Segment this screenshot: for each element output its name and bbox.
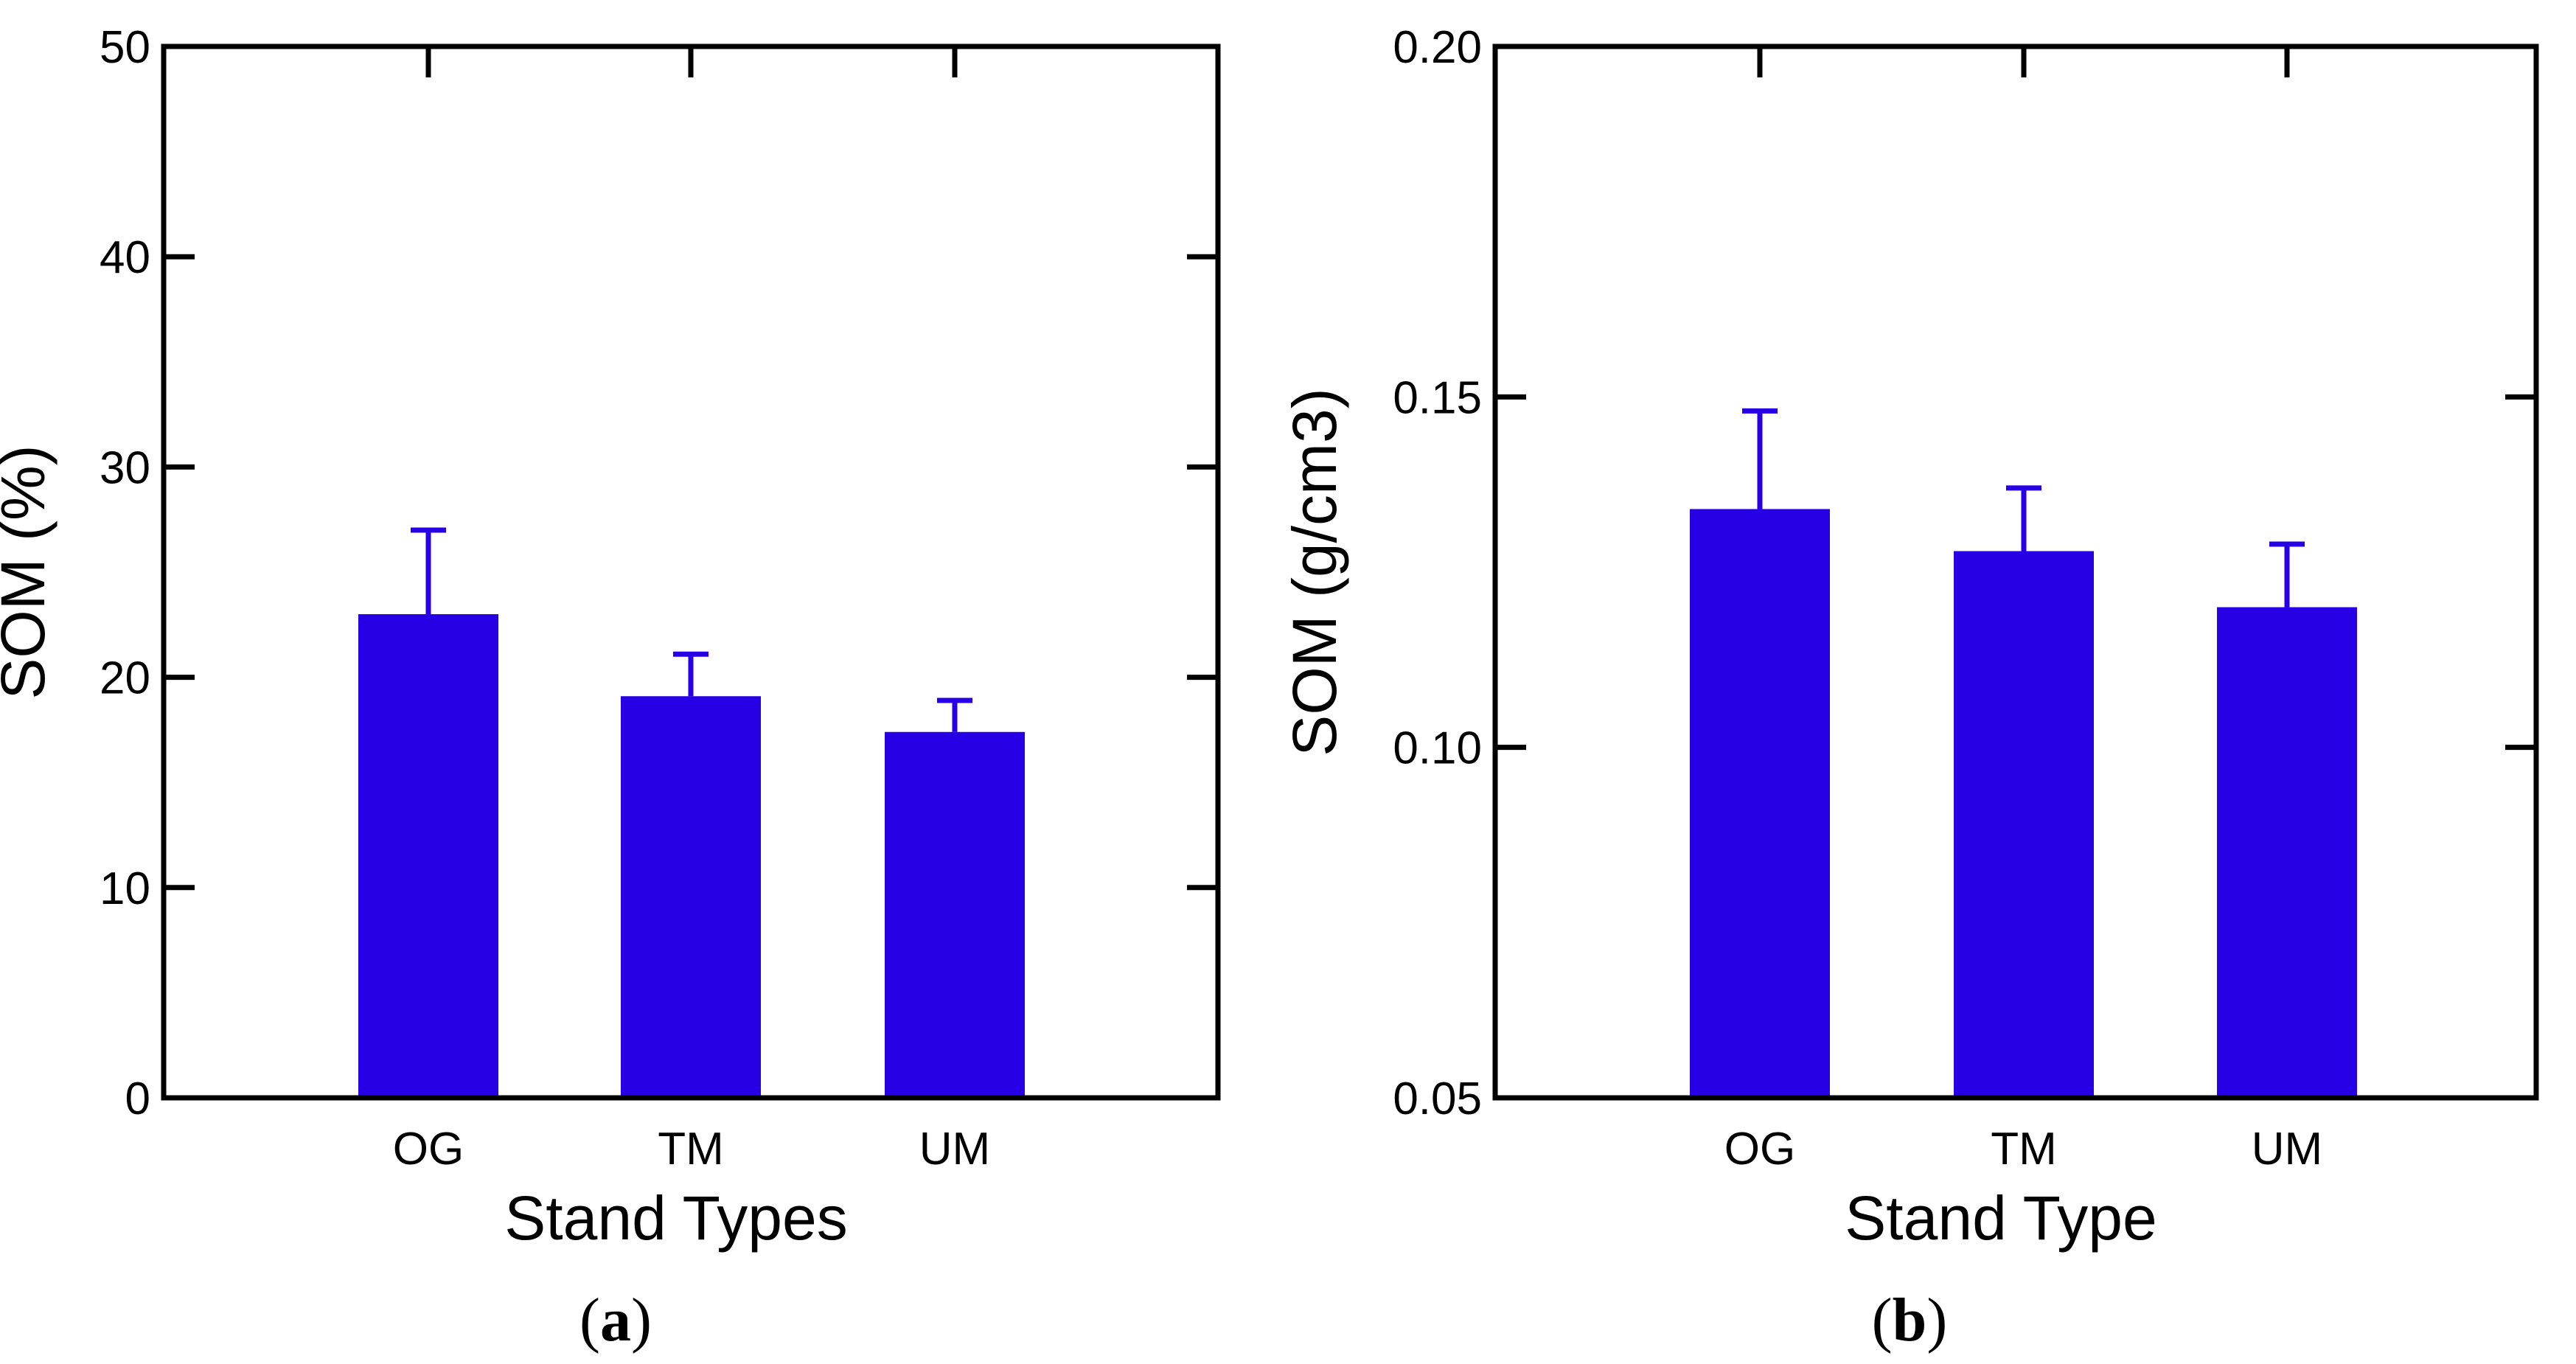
x-tick-label: TM (658, 1124, 724, 1175)
panel-a-label: (a) (579, 1286, 652, 1354)
panel-b-x-axis-title: Stand Type (1845, 1183, 2156, 1253)
y-tick-label: 0.15 (1393, 372, 1482, 423)
y-tick-label: 10 (100, 863, 150, 914)
panel-b-label: (b) (1872, 1286, 1948, 1354)
panel-b-y-axis-title: SOM (g/cm3) (1280, 388, 1349, 756)
panel-b-x-tick-labels: OG TM UM (1724, 1124, 2322, 1175)
x-tick-label: OG (393, 1124, 464, 1175)
y-tick-label: 0 (125, 1074, 150, 1124)
bar-um (2217, 607, 2357, 1098)
panel-a-label-letter: a (600, 1286, 631, 1354)
y-tick-label: 0.20 (1393, 22, 1482, 73)
panel-a: 0 10 20 30 40 50 OG TM UM Stand Types SOM (%) (… (0, 22, 1221, 1354)
x-tick-label: TM (1991, 1124, 2057, 1175)
bar-tm (1954, 551, 2094, 1098)
y-tick-label: 20 (100, 653, 150, 704)
panel-a-y-tick-labels: 0 10 20 30 40 50 (100, 22, 150, 1124)
x-tick-label: OG (1724, 1124, 1795, 1175)
x-tick-label: UM (2252, 1124, 2322, 1175)
panel-b-error-bars (1742, 408, 2305, 608)
panel-a-y-axis-title: SOM (%) (0, 445, 58, 699)
panel-b-label-letter: b (1893, 1286, 1927, 1354)
bar-tm (621, 696, 761, 1098)
panel-b-bars (1690, 509, 2357, 1098)
panel-b-y-tick-labels: 0.05 0.10 0.15 0.20 (1393, 22, 1482, 1124)
y-tick-label: 0.05 (1393, 1074, 1482, 1124)
panel-b: 0.05 0.10 0.15 0.20 OG TM UM Stand Type SOM (… (1280, 22, 2539, 1354)
panel-a-x-axis-title: Stand Types (504, 1183, 847, 1253)
panel-a-bars (358, 614, 1025, 1098)
panel-b-plot-frame (1492, 44, 2539, 1101)
panel-a-error-bars (411, 527, 972, 732)
bar-og (1690, 509, 1830, 1098)
y-tick-label: 40 (100, 232, 150, 283)
panel-b-ticks (1495, 46, 2536, 751)
x-tick-label: UM (919, 1124, 990, 1175)
bar-um (885, 731, 1025, 1098)
panel-a-ticks (164, 46, 1218, 891)
panel-a-x-tick-labels: OG TM UM (393, 1124, 990, 1175)
bar-og (358, 614, 498, 1098)
y-tick-label: 0.10 (1393, 723, 1482, 774)
y-tick-label: 50 (100, 22, 150, 73)
y-tick-label: 30 (100, 442, 150, 493)
